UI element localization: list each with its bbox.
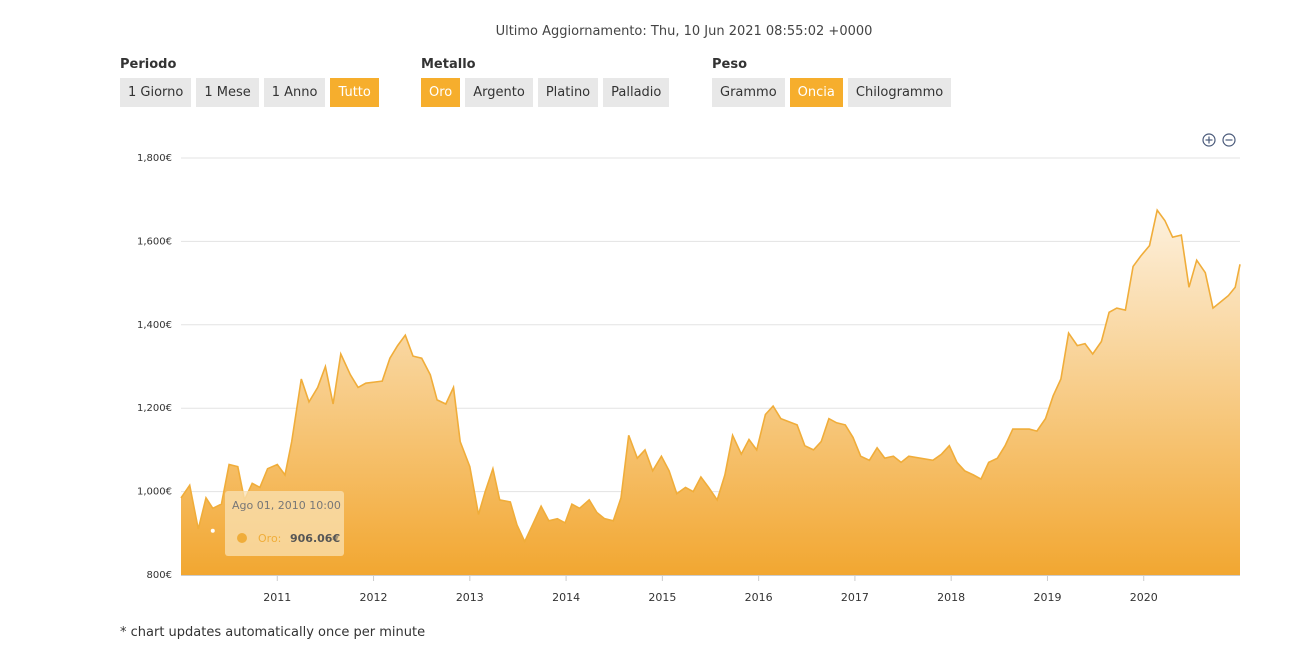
y-tick-label: 1,200€ (137, 403, 172, 414)
control-group: Peso Grammo Oncia Chilogrammo (712, 57, 952, 107)
option-button[interactable]: Oro (421, 78, 461, 107)
option-button[interactable]: Oncia (789, 78, 843, 107)
button-row: Grammo Oncia Chilogrammo (712, 78, 952, 107)
option-button[interactable]: 1 Anno (263, 78, 326, 107)
button-row: Oro Argento Platino Palladio (421, 78, 670, 107)
tooltip-date: Ago 01, 2010 10:00 (232, 499, 341, 512)
x-tick-label: 2012 (360, 591, 388, 604)
line (180, 208, 1241, 544)
control-group: Metallo Oro Argento Platino Palladio (421, 57, 670, 107)
last-updated: Ultimo Aggiornamento: Thu, 10 Jun 2021 0… (495, 24, 873, 39)
option-button[interactable]: 1 Giorno (120, 78, 192, 107)
tooltip: Ago 01, 2010 10:00 Oro: 906.06€ (225, 491, 344, 556)
x-tick-label: 2017 (841, 591, 869, 604)
y-tick-label: 1,800€ (137, 153, 172, 164)
x-tick-label: 2011 (263, 591, 291, 604)
y-tick-label: 1,600€ (137, 236, 172, 247)
tooltip-series: Oro: (258, 532, 281, 545)
footnote: * chart updates automatically once per m… (120, 625, 426, 640)
x-tick-label: 2014 (552, 591, 580, 604)
option-button[interactable]: Chilogrammo (847, 78, 952, 107)
tooltip-box (225, 491, 344, 556)
option-button[interactable]: Argento (465, 78, 533, 107)
tooltip-value: 906.06€ (290, 532, 340, 545)
option-button[interactable]: Grammo (712, 78, 785, 107)
hover-point (210, 528, 215, 533)
group-label: Peso (712, 57, 748, 72)
group-label: Metallo (421, 57, 476, 72)
y-tick-label: 1,400€ (137, 320, 172, 331)
group-label: Periodo (120, 57, 177, 72)
option-button[interactable]: Platino (537, 78, 599, 107)
x-tick-label: 2015 (648, 591, 676, 604)
y-tick-label: 800€ (147, 570, 172, 581)
area (181, 210, 1240, 575)
option-button[interactable]: 1 Mese (196, 78, 259, 107)
button-row: 1 Giorno 1 Mese 1 Anno Tutto (120, 78, 379, 107)
option-button[interactable]: Tutto (330, 78, 379, 107)
x-tick-label: 2013 (456, 591, 484, 604)
y-tick-label: 1,000€ (137, 487, 172, 498)
x-tick-label: 2018 (937, 591, 965, 604)
option-button[interactable]: Palladio (603, 78, 670, 107)
zoom-out[interactable] (1222, 133, 1236, 147)
control-group: Periodo 1 Giorno 1 Mese 1 Anno Tutto (120, 57, 379, 107)
tooltip-swatch (237, 533, 247, 543)
x-tick-label: 2020 (1130, 591, 1158, 604)
x-tick-label: 2019 (1033, 591, 1061, 604)
zoom-in[interactable] (1202, 133, 1216, 147)
x-tick-label: 2016 (745, 591, 773, 604)
